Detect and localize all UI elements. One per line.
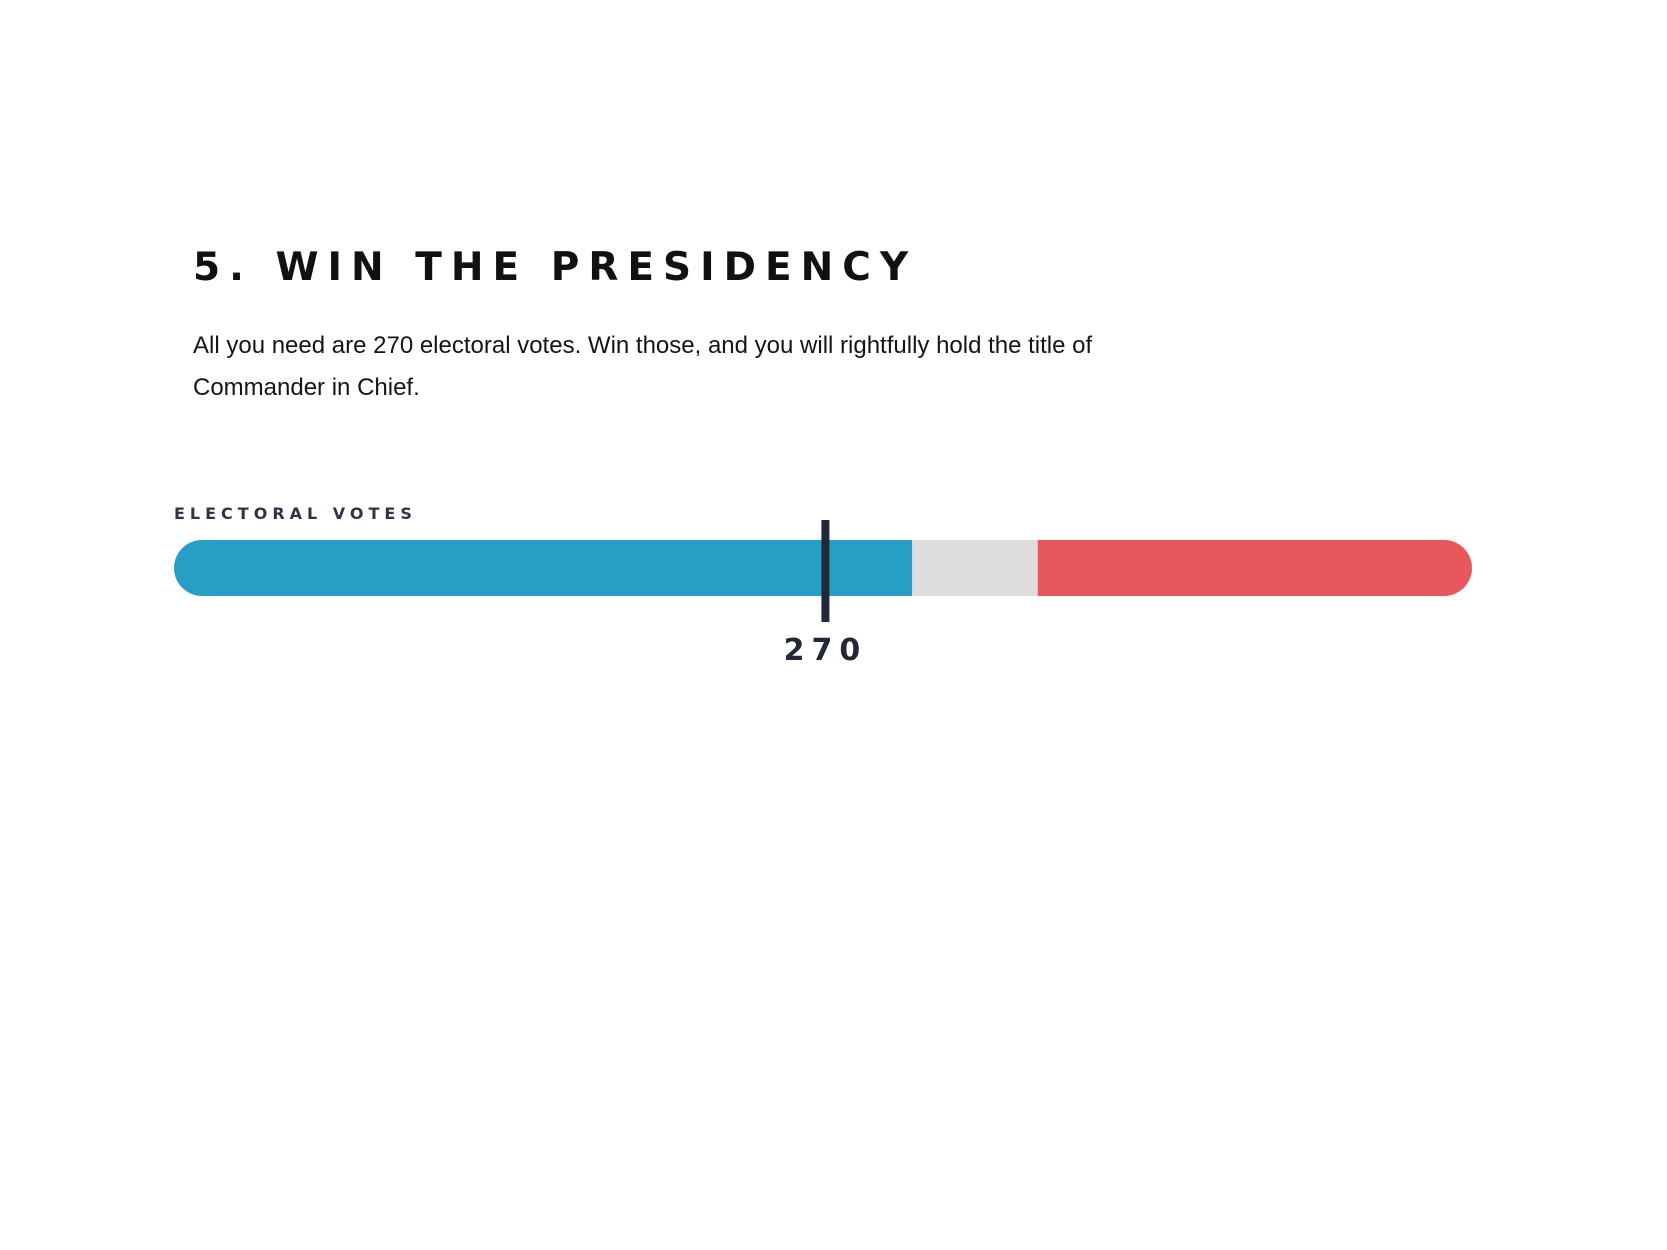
electoral-votes-axis-label: ELECTORAL VOTES <box>174 504 417 523</box>
vote-segment-3 <box>1037 540 1472 596</box>
threshold-label: 270 <box>784 633 868 668</box>
electoral-segments <box>174 540 1472 596</box>
page-description: All you need are 270 electoral votes. Wi… <box>193 332 1093 401</box>
page-title: 5. WIN THE PRESIDENCY <box>193 245 918 290</box>
vote-segment-2 <box>912 540 1038 596</box>
vote-segment-1 <box>174 540 913 596</box>
